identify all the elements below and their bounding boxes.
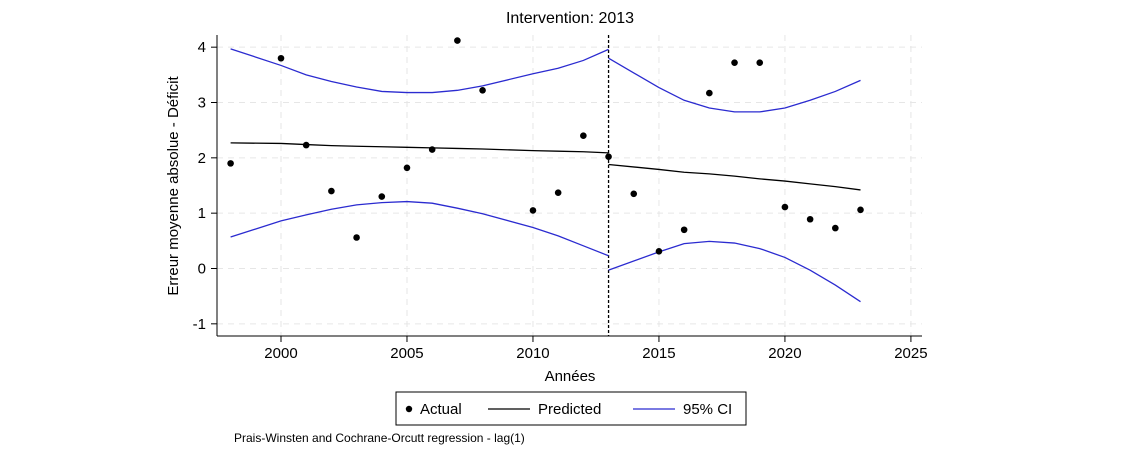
actual-point: [781, 203, 789, 211]
chart-note: Prais-Winsten and Cochrane-Orcutt regres…: [234, 431, 525, 445]
predicted-line: [608, 163, 861, 191]
x-tick-label: 2005: [390, 345, 423, 362]
y-axis-label: Erreur moyenne absolue - Déficit: [165, 76, 182, 296]
y-tick-label: 0: [198, 260, 206, 277]
legend-actual-label: Actual: [420, 401, 462, 418]
actual-point: [756, 59, 764, 66]
actual-point: [328, 187, 335, 195]
legend: Actual Predicted 95% CI: [395, 391, 747, 426]
ci-lower-line: [608, 240, 861, 303]
actual-point: [857, 206, 864, 214]
actual-point: [580, 132, 587, 140]
actual-point: [428, 146, 436, 153]
x-tick-label: 2020: [768, 345, 801, 362]
x-tick-label: 2010: [516, 345, 549, 362]
actual-point: [706, 89, 713, 97]
y-tick-label: 4: [198, 39, 206, 56]
y-tick-label: -1: [193, 316, 206, 333]
actual-point: [832, 224, 839, 232]
legend-ci-label: 95% CI: [683, 401, 732, 418]
x-tick-label: 2025: [894, 345, 927, 362]
ci-lower-line: [230, 200, 609, 257]
actual-point: [353, 234, 360, 241]
actual-point: [605, 153, 612, 161]
x-axis-label: Années: [545, 368, 596, 385]
actual-point: [302, 141, 310, 149]
ci-upper-line: [230, 48, 609, 94]
actual-point: [227, 160, 234, 167]
actual-point: [403, 164, 411, 172]
actual-point: [630, 190, 638, 198]
actual-point: [277, 54, 285, 62]
actual-point: [655, 248, 663, 255]
actual-point: [731, 59, 738, 66]
legend-predicted-label: Predicted: [538, 401, 601, 418]
actual-point: [479, 87, 486, 94]
actual-point: [680, 226, 688, 234]
ci-upper-line: [608, 57, 861, 113]
y-tick-label: 3: [198, 95, 206, 112]
y-tick-label: 2: [198, 150, 206, 167]
actual-point: [806, 215, 814, 223]
y-tick-label: 1: [198, 205, 206, 222]
x-tick-label: 2015: [642, 345, 675, 362]
predicted-line: [230, 142, 609, 154]
x-tick-label: 2000: [264, 345, 297, 362]
actual-point: [378, 193, 386, 200]
legend-actual-marker: [405, 405, 413, 413]
actual-point: [454, 37, 461, 44]
actual-point: [529, 207, 537, 214]
actual-point: [554, 189, 562, 196]
chart-title: Intervention: 2013: [506, 10, 634, 27]
